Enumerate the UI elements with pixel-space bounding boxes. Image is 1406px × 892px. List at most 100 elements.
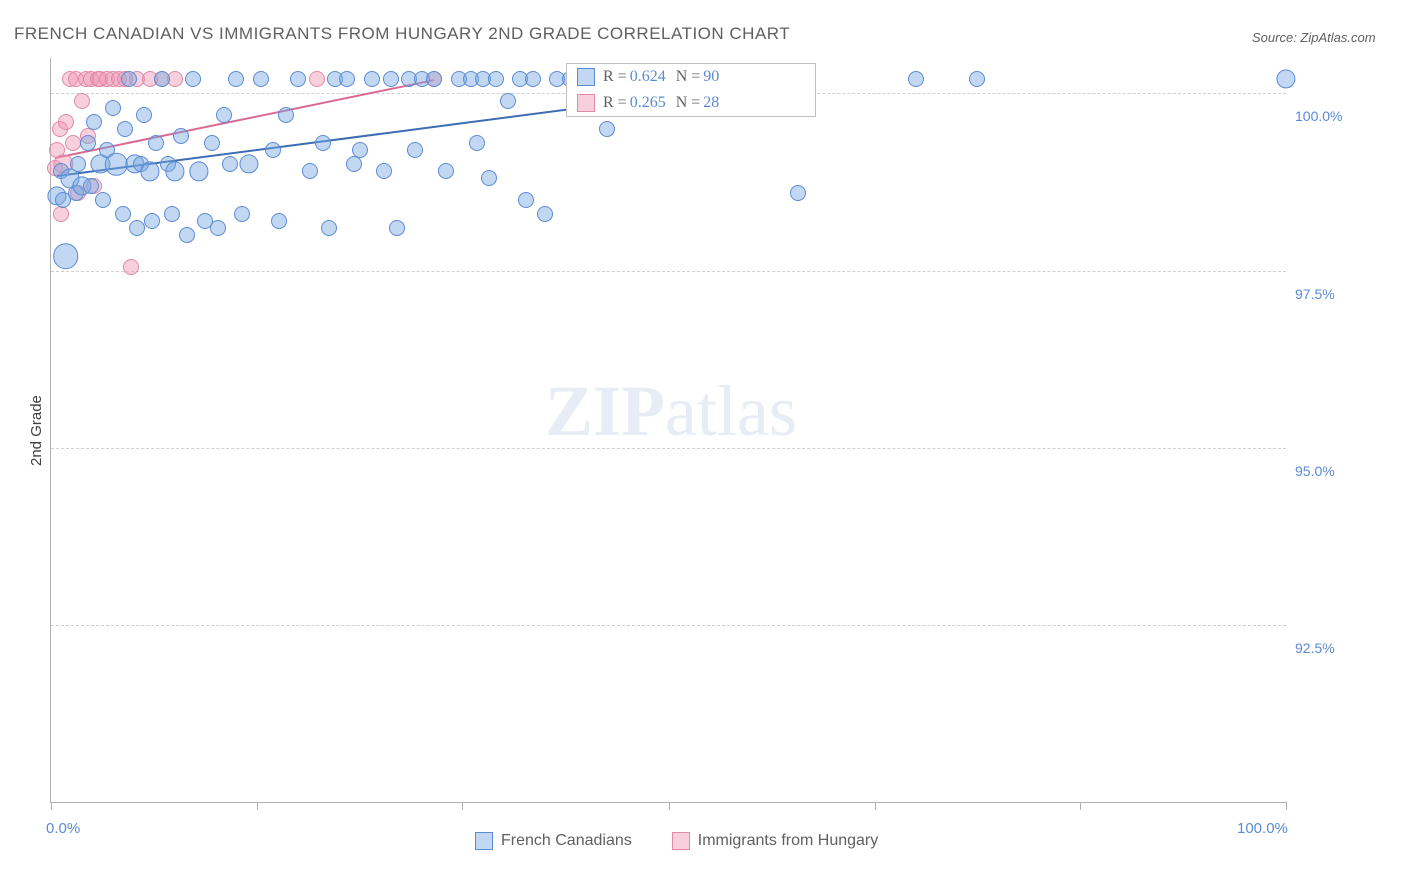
data-point-blue bbox=[481, 170, 497, 186]
watermark-strong: ZIP bbox=[545, 371, 665, 451]
bottom-legend: French Canadians Immigrants from Hungary bbox=[475, 832, 878, 850]
chart-title: FRENCH CANADIAN VS IMMIGRANTS FROM HUNGA… bbox=[14, 24, 790, 44]
data-point-blue bbox=[339, 71, 355, 87]
data-point-blue bbox=[105, 100, 121, 116]
data-point-pink bbox=[58, 114, 74, 130]
data-point-blue bbox=[407, 142, 423, 158]
stats-n-pink: 28 bbox=[703, 94, 719, 112]
data-point-blue bbox=[271, 213, 287, 229]
data-point-blue bbox=[500, 93, 516, 109]
stats-swatch-pink bbox=[577, 94, 595, 112]
data-point-blue bbox=[383, 71, 399, 87]
y-tick-label: 92.5% bbox=[1295, 640, 1335, 656]
data-point-blue bbox=[70, 156, 86, 172]
data-point-blue bbox=[969, 71, 985, 87]
data-point-blue bbox=[148, 135, 164, 151]
y-tick-label: 100.0% bbox=[1295, 108, 1342, 124]
data-point-pink bbox=[53, 206, 69, 222]
stats-n-blue: 90 bbox=[703, 68, 719, 86]
data-point-blue bbox=[389, 220, 405, 236]
data-point-blue bbox=[165, 162, 184, 181]
watermark: ZIPatlas bbox=[545, 370, 797, 453]
data-point-blue bbox=[239, 155, 258, 174]
data-point-blue bbox=[136, 107, 152, 123]
data-point-blue bbox=[315, 135, 331, 151]
data-point-blue bbox=[117, 121, 133, 137]
x-tick bbox=[462, 802, 463, 810]
stats-r-label: R = bbox=[603, 68, 627, 86]
watermark-rest: atlas bbox=[665, 371, 797, 451]
data-point-blue bbox=[253, 71, 269, 87]
data-point-pink bbox=[74, 93, 90, 109]
data-point-blue bbox=[790, 185, 806, 201]
data-point-blue bbox=[265, 142, 281, 158]
stats-r-blue: 0.624 bbox=[630, 68, 666, 86]
data-point-blue bbox=[80, 135, 96, 151]
data-point-blue bbox=[179, 227, 195, 243]
x-tick-label: 100.0% bbox=[1237, 820, 1345, 837]
data-point-blue bbox=[364, 71, 380, 87]
data-point-blue bbox=[352, 142, 368, 158]
y-tick-label: 97.5% bbox=[1295, 286, 1335, 302]
data-point-blue bbox=[234, 206, 250, 222]
correlation-stats-box: R = 0.624 N = 90 R = 0.265 N = 28 bbox=[566, 63, 816, 117]
data-point-blue bbox=[469, 135, 485, 151]
stats-r-label: R = bbox=[603, 94, 627, 112]
y-axis-label: 2nd Grade bbox=[28, 395, 45, 466]
legend-label-blue: French Canadians bbox=[501, 832, 632, 850]
data-point-blue bbox=[204, 135, 220, 151]
data-point-blue bbox=[438, 163, 454, 179]
x-tick bbox=[669, 802, 670, 810]
data-point-blue bbox=[488, 71, 504, 87]
x-tick bbox=[257, 802, 258, 810]
data-point-blue bbox=[518, 192, 534, 208]
data-point-blue bbox=[105, 153, 127, 175]
data-point-blue bbox=[537, 206, 553, 222]
data-point-blue bbox=[290, 71, 306, 87]
x-tick bbox=[875, 802, 876, 810]
data-point-blue bbox=[185, 71, 201, 87]
data-point-blue bbox=[190, 162, 209, 181]
plot-area: ZIPatlas bbox=[50, 58, 1286, 803]
legend-label-pink: Immigrants from Hungary bbox=[698, 832, 879, 850]
x-tick bbox=[51, 802, 52, 810]
gridline bbox=[51, 448, 1286, 449]
data-point-blue bbox=[83, 178, 99, 194]
data-point-blue bbox=[144, 213, 160, 229]
data-point-pink bbox=[309, 71, 325, 87]
data-point-blue bbox=[216, 107, 232, 123]
data-point-blue bbox=[346, 156, 362, 172]
data-point-blue bbox=[154, 71, 170, 87]
data-point-blue bbox=[173, 128, 189, 144]
data-point-blue bbox=[228, 71, 244, 87]
stats-row-pink: R = 0.265 N = 28 bbox=[567, 90, 815, 116]
data-point-blue bbox=[222, 156, 238, 172]
x-tick bbox=[1080, 802, 1081, 810]
data-point-blue bbox=[426, 71, 442, 87]
x-tick bbox=[1286, 802, 1287, 810]
stats-n-label: N = bbox=[676, 68, 701, 86]
x-tick-label: 0.0% bbox=[46, 820, 80, 837]
data-point-pink bbox=[123, 259, 139, 275]
gridline bbox=[51, 625, 1286, 626]
data-point-blue bbox=[140, 162, 159, 181]
data-point-blue bbox=[86, 114, 102, 130]
stats-swatch-blue bbox=[577, 68, 595, 86]
stats-row-blue: R = 0.624 N = 90 bbox=[567, 64, 815, 90]
data-point-blue bbox=[302, 163, 318, 179]
data-point-blue bbox=[164, 206, 180, 222]
data-point-blue bbox=[321, 220, 337, 236]
data-point-blue bbox=[121, 71, 137, 87]
data-point-blue bbox=[210, 220, 226, 236]
data-point-blue bbox=[129, 220, 145, 236]
data-point-blue bbox=[1276, 70, 1295, 89]
y-tick-label: 95.0% bbox=[1295, 463, 1335, 479]
stats-n-label: N = bbox=[676, 94, 701, 112]
data-point-pink bbox=[65, 135, 81, 151]
data-point-blue bbox=[115, 206, 131, 222]
data-point-blue bbox=[599, 121, 615, 137]
legend-swatch-blue bbox=[475, 832, 493, 850]
data-point-blue bbox=[278, 107, 294, 123]
data-point-blue bbox=[525, 71, 541, 87]
source-label: Source: ZipAtlas.com bbox=[1252, 30, 1376, 45]
